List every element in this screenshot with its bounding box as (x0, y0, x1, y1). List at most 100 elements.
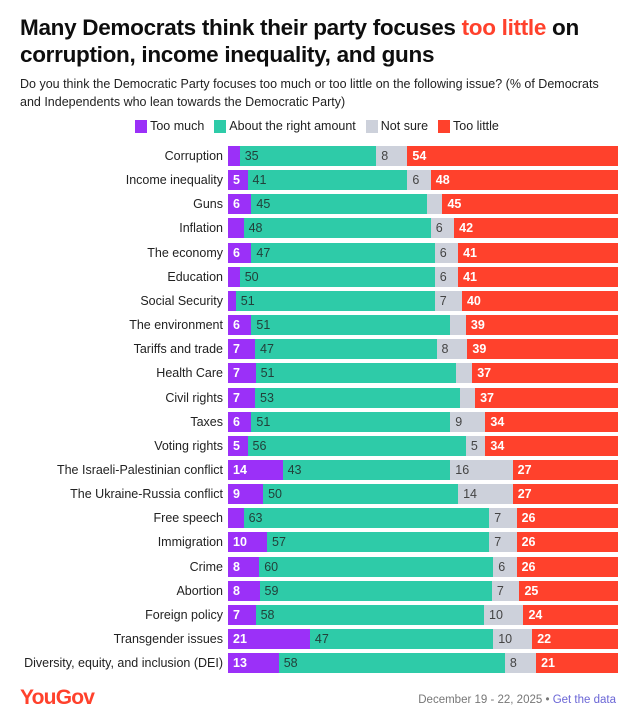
bar-segment-too-little: 40 (461, 290, 618, 311)
bar-row: Voting rights 5 56 5 34 (0, 435, 634, 456)
data-label: 63 (248, 511, 263, 526)
bar-segment-not-sure: 6 (407, 170, 431, 191)
data-label: 10 (489, 607, 503, 622)
bar-segment-too-little: 54 (407, 146, 618, 166)
bar-segment-too-little: 26 (516, 556, 618, 577)
bar-row: Social Security 51 7 40 (0, 290, 634, 311)
bar-segment-not-sure (426, 194, 443, 215)
bar-segment-right: 48 (243, 218, 431, 239)
bar-row: Diversity, equity, and inclusion (DEI) 13… (0, 653, 634, 674)
data-label: 27 (517, 487, 532, 502)
bar-segment-not-sure (450, 315, 466, 336)
title-text-end: on corruption, income inequality, and gu… (20, 15, 579, 67)
bar-segment-too-little: 48 (430, 170, 618, 191)
data-label: 14 (233, 462, 247, 477)
bar-segment-right: 50 (263, 484, 459, 505)
bar-row: Immigration 10 57 7 26 (0, 532, 634, 553)
data-label: 8 (441, 342, 449, 357)
stacked-bar: 48 6 42 (228, 218, 618, 239)
bar-segment-too-little: 27 (512, 459, 618, 480)
data-label: 6 (439, 245, 447, 260)
bar-segment-right: 47 (255, 339, 437, 360)
stacked-bar: 21 47 10 22 (228, 629, 618, 649)
stacked-bar: 63 7 26 (228, 508, 618, 529)
data-label: 48 (435, 173, 450, 188)
bar-segment-too-much (228, 290, 236, 311)
category-label: Health Care (156, 366, 223, 381)
bar-segment-right: 56 (247, 435, 466, 456)
footer-separator: • (542, 694, 553, 706)
bar-segment-too-much: 8 (228, 556, 260, 577)
stacked-bar: 6 51 39 (228, 315, 618, 336)
category-label: Transgender issues (113, 632, 223, 646)
bar-segment-right: 50 (239, 266, 435, 287)
data-label: 34 (490, 438, 505, 453)
data-label: 7 (496, 583, 504, 598)
data-label: 5 (233, 438, 240, 453)
bar-segment-too-much: 13 (228, 653, 279, 674)
category-label: Immigration (157, 535, 223, 550)
stacked-bar: 9 50 14 27 (228, 484, 618, 505)
data-label: 50 (244, 269, 259, 284)
bar-segment-not-sure: 7 (489, 532, 517, 553)
bar-segment-too-little: 34 (485, 435, 618, 456)
bar-segment-not-sure: 8 (376, 146, 408, 166)
data-label: 6 (435, 221, 443, 236)
data-label: 42 (459, 221, 474, 236)
data-label: 34 (490, 414, 505, 429)
legend-item-too-much: Too much (135, 119, 204, 133)
legend: Too much About the right amount Not sure… (0, 119, 634, 133)
legend-swatch-not-sure (365, 119, 378, 133)
data-label: 21 (233, 632, 247, 646)
data-label: 59 (264, 583, 279, 598)
bar-segment-right: 51 (251, 411, 451, 432)
legend-label: Too much (150, 119, 205, 133)
category-label: Voting rights (154, 438, 223, 453)
category-label: Guns (193, 197, 223, 212)
bar-segment-too-little: 41 (458, 266, 618, 287)
data-label: 8 (233, 559, 240, 574)
bar-segment-too-much: 5 (228, 435, 248, 456)
category-label: Diversity, equity, and inclusion (DEI) (24, 656, 223, 671)
bar-segment-too-little: 26 (516, 532, 618, 553)
bar-segment-too-much: 5 (228, 170, 248, 191)
data-label: 51 (260, 366, 275, 381)
stacked-bar: 14 43 16 27 (228, 459, 618, 480)
category-label: Inflation (179, 221, 223, 236)
bar-segment-right: 43 (282, 459, 451, 480)
data-label: 6 (233, 414, 240, 429)
category-label: The Ukraine-Russia conflict (70, 487, 223, 502)
data-label: 6 (233, 197, 240, 212)
bar-segment-not-sure: 10 (493, 629, 533, 649)
data-label: 47 (260, 342, 274, 357)
bar-segment-too-much: 6 (228, 315, 252, 336)
category-label: Corruption (164, 149, 223, 163)
title-text: Many Democrats think their party focuses (20, 15, 462, 40)
bar-segment-too-little: 39 (465, 315, 618, 336)
legend-swatch-about-right (214, 119, 227, 133)
category-label: Crime (189, 559, 223, 574)
bar-segment-too-little: 37 (472, 363, 618, 384)
bar-segment-not-sure: 6 (430, 218, 455, 239)
legend-item-too-little: Too little (438, 119, 499, 133)
bar-row: Corruption 35 8 54 (0, 146, 634, 166)
stacked-bar: 10 57 7 26 (228, 532, 618, 553)
data-label: 6 (233, 245, 240, 260)
stacked-bar: 35 8 54 (228, 146, 618, 166)
bar-segment-too-much: 10 (228, 532, 267, 553)
bar-segment-too-little: 25 (519, 580, 618, 601)
bar-row: The Ukraine-Russia conflict 9 50 14 27 (0, 484, 634, 505)
footer: December 19 - 22, 2025 • Get the data (418, 694, 616, 706)
bar-row: The environment 6 51 39 (0, 315, 634, 336)
bar-segment-not-sure: 8 (504, 653, 537, 674)
stacked-bar: 13 58 8 21 (228, 653, 618, 674)
bar-segment-too-much: 8 (228, 580, 260, 601)
get-the-data-link[interactable]: Get the data (552, 694, 616, 706)
stacked-bar: 8 60 6 26 (228, 556, 618, 577)
stacked-bar: 7 51 37 (228, 363, 618, 384)
category-label: The Israeli-Palestinian conflict (56, 462, 223, 477)
bar-segment-not-sure: 10 (484, 604, 524, 625)
bar-segment-too-much: 6 (228, 194, 252, 215)
stacked-bar: 5 56 5 34 (228, 435, 618, 456)
bar-segment-too-much (228, 218, 244, 239)
